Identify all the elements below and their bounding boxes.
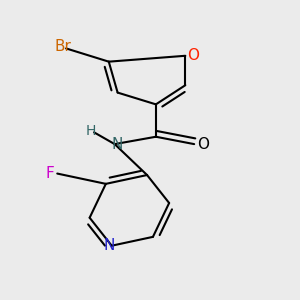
Text: O: O (197, 136, 209, 152)
Text: F: F (46, 166, 54, 181)
Text: N: N (111, 136, 123, 152)
Text: N: N (103, 238, 115, 253)
Text: O: O (187, 48, 199, 63)
Text: H: H (86, 124, 96, 138)
Text: Br: Br (55, 39, 72, 54)
